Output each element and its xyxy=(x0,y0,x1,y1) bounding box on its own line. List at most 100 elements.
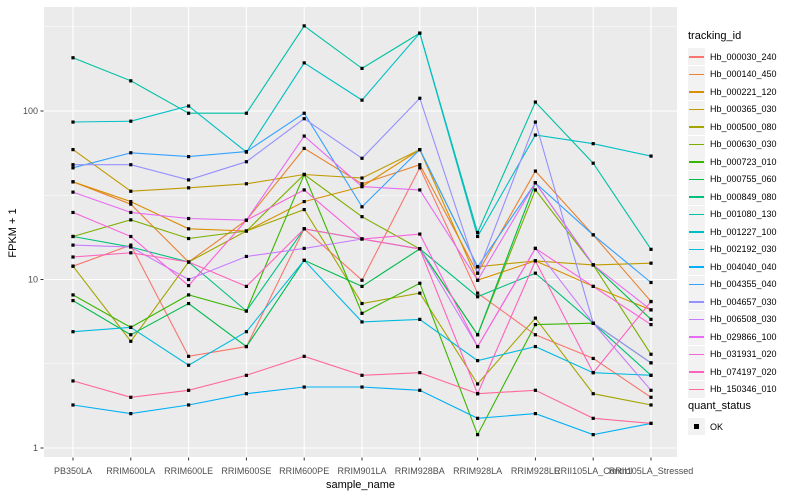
data-point xyxy=(649,299,653,304)
data-point xyxy=(418,232,422,236)
data-point xyxy=(360,311,364,315)
data-point xyxy=(71,330,75,334)
plot-panel xyxy=(44,7,677,457)
data-point xyxy=(71,255,75,259)
line-swatch-icon xyxy=(688,118,705,136)
legend-entry-label: Hb_004040_040 xyxy=(710,261,777,272)
data-point xyxy=(418,371,422,375)
x-tick-label: RRIM600PE xyxy=(279,466,329,476)
data-point xyxy=(244,373,248,377)
line-swatch-icon xyxy=(688,328,705,346)
legend-entry: OK xyxy=(688,418,798,436)
data-point xyxy=(649,361,653,365)
data-point xyxy=(360,66,364,70)
data-point xyxy=(476,278,480,282)
line-swatch-icon xyxy=(688,100,705,118)
legend-entry: Hb_004657_030 xyxy=(688,293,798,311)
data-point xyxy=(71,180,75,184)
data-point xyxy=(129,199,133,204)
legend-entry-label: Hb_000140_450 xyxy=(710,69,777,80)
y-axis-title: FPKM + 1 xyxy=(7,208,19,258)
data-point xyxy=(476,271,480,275)
data-point xyxy=(360,284,364,289)
data-point xyxy=(533,388,537,392)
data-point xyxy=(129,119,133,123)
data-point xyxy=(71,148,75,152)
data-point xyxy=(418,96,422,100)
data-point xyxy=(129,210,133,215)
data-point xyxy=(302,258,306,262)
data-point xyxy=(71,264,75,268)
data-point xyxy=(187,388,191,392)
line-swatch-icon xyxy=(688,48,705,66)
data-point xyxy=(187,260,191,264)
data-point xyxy=(591,371,595,375)
data-point xyxy=(187,186,191,190)
data-point xyxy=(649,388,653,392)
data-point xyxy=(649,154,653,158)
data-point xyxy=(302,246,306,250)
legend-entry-label: Hb_000723_010 xyxy=(710,156,777,167)
data-point xyxy=(476,344,480,349)
data-point xyxy=(533,120,537,124)
data-point xyxy=(71,210,75,215)
legend-entry-label: Hb_000630_030 xyxy=(710,139,777,150)
legend-entry-label: Hb_004355_040 xyxy=(710,279,777,290)
data-point xyxy=(129,333,133,337)
data-point xyxy=(533,344,537,349)
data-point xyxy=(187,284,191,288)
data-point xyxy=(591,263,595,267)
data-point xyxy=(418,31,422,35)
legend-entry-label: OK xyxy=(710,421,724,432)
data-point xyxy=(476,333,480,337)
data-point xyxy=(187,293,191,297)
data-point xyxy=(244,229,248,233)
data-point xyxy=(649,421,653,425)
data-point xyxy=(187,104,191,108)
data-point xyxy=(244,160,248,164)
legend-entry: Hb_029866_100 xyxy=(688,328,798,346)
data-point xyxy=(533,100,537,104)
data-point xyxy=(649,280,653,285)
data-point xyxy=(71,56,75,60)
data-point xyxy=(533,169,537,173)
y-tick-label: 10 xyxy=(28,275,38,285)
line-swatch-icon xyxy=(688,170,705,188)
x-tick-label: PB350LA xyxy=(54,466,92,476)
data-point xyxy=(129,218,133,222)
legend-entry: Hb_000221_120 xyxy=(688,83,798,101)
data-point xyxy=(360,184,364,189)
data-point xyxy=(360,373,364,377)
data-point xyxy=(187,236,191,241)
data-point xyxy=(476,392,480,396)
data-point xyxy=(71,234,75,239)
data-point xyxy=(649,403,653,407)
data-point xyxy=(302,61,306,65)
data-point xyxy=(533,322,537,327)
x-tick-label: RRII105LA_Control xyxy=(554,466,632,476)
data-point xyxy=(302,207,306,212)
data-point xyxy=(302,172,306,177)
data-point xyxy=(418,148,422,152)
data-point xyxy=(533,188,537,192)
legend-entry: Hb_000849_080 xyxy=(688,188,798,206)
data-point xyxy=(244,344,248,349)
line-swatch-icon xyxy=(688,83,705,101)
data-point xyxy=(360,301,364,306)
data-point xyxy=(533,259,537,263)
data-point xyxy=(129,234,133,239)
data-point xyxy=(244,218,248,222)
data-point xyxy=(187,301,191,306)
data-point xyxy=(476,295,480,299)
data-point xyxy=(649,395,653,399)
data-point xyxy=(187,216,191,221)
data-point xyxy=(533,412,537,416)
legend-entry-label: Hb_031931_020 xyxy=(710,349,777,360)
data-point xyxy=(649,352,653,356)
data-point xyxy=(187,155,191,159)
data-point xyxy=(649,308,653,312)
data-point xyxy=(591,233,595,237)
data-point xyxy=(244,284,248,289)
data-point xyxy=(129,412,133,416)
